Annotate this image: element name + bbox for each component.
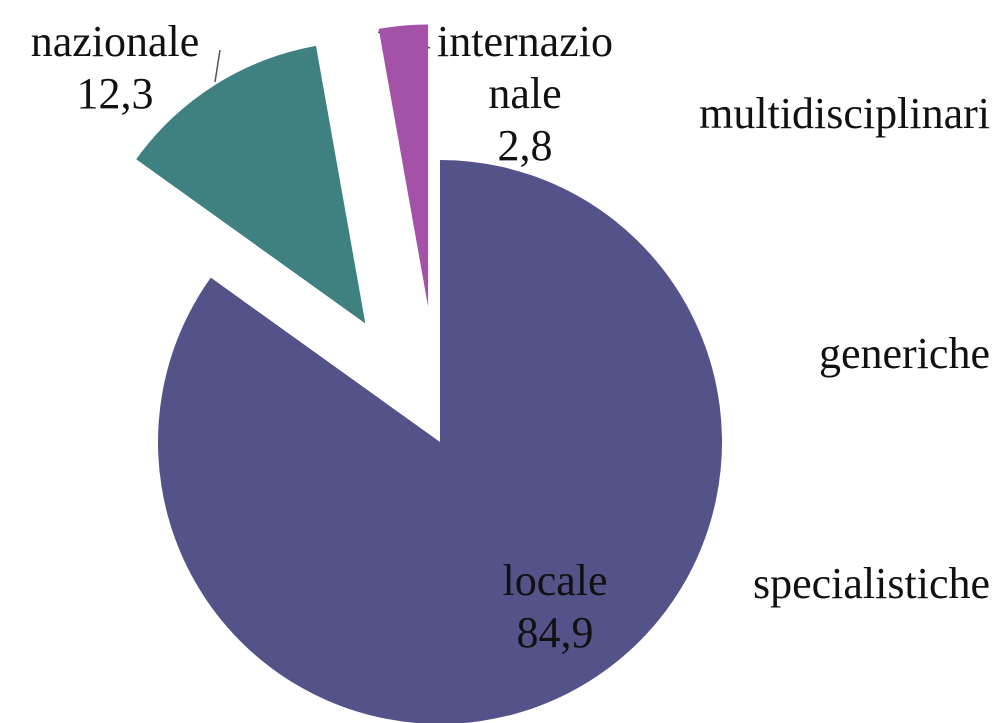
slice-label: internazionale 2,8 — [430, 16, 620, 172]
pie-slice — [378, 24, 429, 307]
slice-label: locale 84,9 — [455, 555, 655, 659]
annotation: specialistiche — [752, 559, 990, 608]
value-label: 2,8 — [497, 121, 553, 170]
pie-slice — [136, 45, 366, 324]
value-label: 84,9 — [516, 608, 594, 657]
pie-slice — [158, 160, 722, 723]
slice-label: nazionale 12,3 — [0, 16, 230, 120]
leader-line — [214, 49, 221, 83]
annotation: generiche — [819, 329, 990, 378]
annotation: multidisciplinari — [699, 89, 990, 138]
value-label: 12,3 — [76, 69, 154, 118]
